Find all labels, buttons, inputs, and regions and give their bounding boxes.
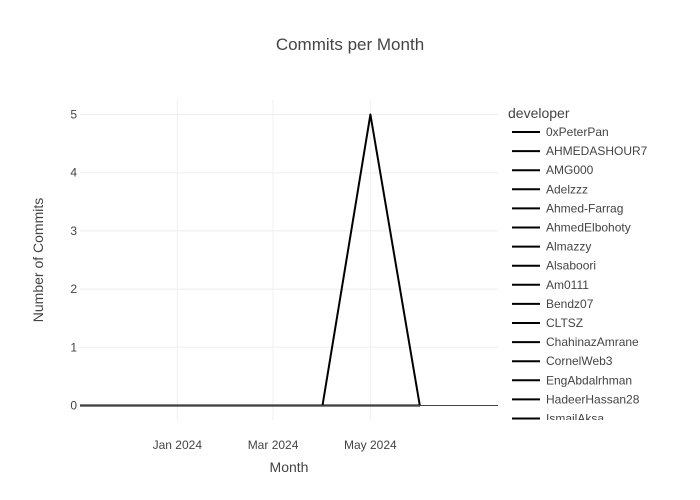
y-axis-label: Number of Commits — [30, 198, 46, 322]
x-tick-label: Mar 2024 — [248, 438, 299, 452]
legend-title: developer — [508, 105, 570, 121]
legend-label: Alsaboori — [546, 259, 596, 273]
legend-item[interactable]: HadeerHassan28 — [512, 392, 640, 406]
legend[interactable]: developer 0xPeterPan AHMEDASHOUR7 AMG000 Ad… — [508, 105, 648, 426]
legend-item[interactable]: 0xPeterPan — [512, 125, 609, 139]
x-tick-labels: Jan 2024 Mar 2024 May 2024 — [153, 438, 397, 452]
y-tick-label: 0 — [70, 398, 77, 412]
legend-label: Bendz07 — [546, 297, 594, 311]
legend-label: EngAbdalrhman — [546, 373, 632, 387]
y-tick-label: 5 — [70, 108, 77, 122]
legend-label: 0xPeterPan — [546, 125, 609, 139]
y-tick-label: 4 — [70, 166, 77, 180]
legend-label: Ahmed-Farrag — [546, 201, 623, 215]
legend-item[interactable]: Bendz07 — [512, 297, 594, 311]
legend-item[interactable]: CLTSZ — [512, 316, 583, 330]
legend-label: Am0111 — [546, 278, 589, 292]
legend-item[interactable]: Am0111 — [512, 278, 589, 292]
legend-label: AMG000 — [546, 163, 594, 177]
legend-label: Adelzzz — [546, 182, 588, 196]
legend-item[interactable]: Alsaboori — [512, 259, 596, 273]
legend-label: HadeerHassan28 — [546, 392, 640, 406]
legend-item[interactable]: Almazzy — [512, 240, 591, 254]
chart-title: Commits per Month — [276, 35, 424, 54]
legend-label: AhmedElbohoty — [546, 221, 631, 235]
legend-label: IsmailAksa — [546, 412, 604, 426]
y-tick-labels: 0 1 2 3 4 5 — [70, 108, 77, 413]
x-tick-label: Jan 2024 — [153, 438, 203, 452]
legend-item[interactable]: IsmailAksa — [512, 412, 604, 426]
legend-item[interactable]: AMG000 — [512, 163, 594, 177]
y-tick-label: 3 — [70, 224, 77, 238]
x-axis-label: Month — [270, 459, 309, 475]
legend-label: CornelWeb3 — [546, 354, 613, 368]
y-tick-label: 1 — [70, 340, 77, 354]
legend-item[interactable]: AHMEDASHOUR7 — [512, 144, 648, 158]
legend-label: Almazzy — [546, 240, 591, 254]
legend-item[interactable]: CornelWeb3 — [512, 354, 613, 368]
legend-label: CLTSZ — [546, 316, 583, 330]
x-tick-label: May 2024 — [344, 438, 397, 452]
legend-item[interactable]: EngAbdalrhman — [512, 373, 632, 387]
legend-label: AHMEDASHOUR7 — [546, 144, 648, 158]
plot-area — [80, 100, 498, 420]
legend-item[interactable]: Adelzzz — [512, 182, 588, 196]
legend-item[interactable]: Ahmed-Farrag — [512, 201, 623, 215]
legend-label: ChahinazAmrane — [546, 335, 639, 349]
grid — [80, 100, 498, 420]
legend-item[interactable]: ChahinazAmrane — [512, 335, 639, 349]
y-tick-label: 2 — [70, 282, 77, 296]
legend-item[interactable]: AhmedElbohoty — [512, 221, 631, 235]
